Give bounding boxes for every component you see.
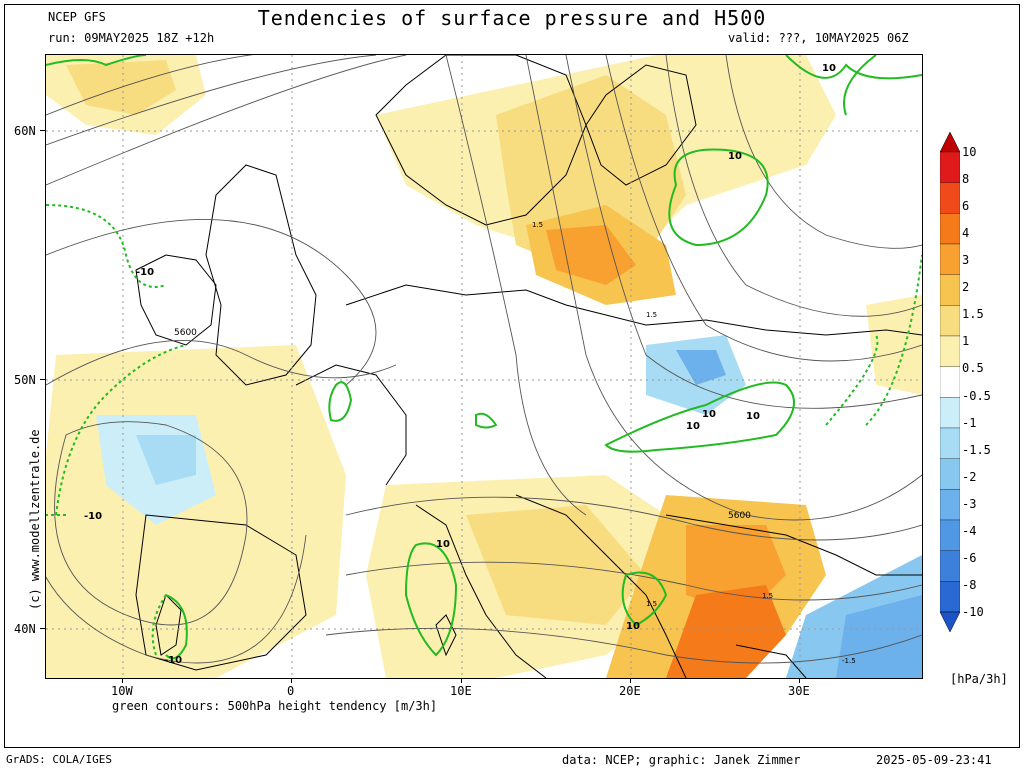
grads-credit: GrADS: COLA/IGES (6, 753, 112, 766)
lon-label: 30E (788, 684, 810, 698)
timestamp: 2025-05-09-23:41 (876, 753, 992, 767)
colorbar-segment (939, 489, 961, 521)
map-svg: 10 10 10 10 10 10 10 -10 -10 -10 5600 56… (46, 55, 922, 678)
colorbar-label: -6 (962, 550, 977, 565)
colorbar-segment (939, 458, 961, 490)
contour-label: -10 (164, 655, 182, 666)
contour-label: 1.5 (532, 221, 543, 229)
colorbar-bottom-arrow (939, 611, 961, 633)
lon-tick (461, 678, 462, 683)
colorbar-top-arrow (939, 131, 961, 153)
lat-tick (40, 379, 45, 380)
run-label: run: 09MAY2025 18Z +12h (48, 31, 215, 45)
lat-tick (40, 130, 45, 131)
watermark: (c) www.modellzentrale.de (28, 429, 42, 610)
colorbar-segment (939, 274, 961, 306)
contour-label: 1.5 (762, 592, 773, 600)
colorbar-label: -1.5 (962, 442, 991, 457)
data-credit: data: NCEP; graphic: Janek Zimmer (562, 753, 801, 767)
colorbar-segment (939, 427, 961, 459)
colorbar-segment (939, 213, 961, 245)
colorbar-label: -4 (962, 523, 977, 538)
graticule (46, 55, 922, 678)
lat-label: 40N (14, 622, 36, 636)
colorbar-label: 3 (962, 253, 970, 268)
colorbar-label: -3 (962, 496, 977, 511)
colorbar-label: -10 (962, 605, 984, 619)
contour-label: 1.5 (646, 311, 657, 319)
contour-label: 10 (822, 63, 836, 74)
lon-label: 10W (111, 684, 133, 698)
lon-tick (122, 678, 123, 683)
colorbar-segment (939, 397, 961, 429)
map-title: Tendencies of surface pressure and H500 (257, 6, 767, 30)
height-contours (46, 55, 922, 664)
contour-label: -10 (84, 511, 102, 522)
colorbar-unit: [hPa/3h] (950, 672, 1008, 686)
colorbar-label: 8 (962, 172, 970, 187)
tendency-shading (46, 55, 922, 678)
colorbar-svg (939, 131, 961, 633)
colorbar-segment (939, 519, 961, 551)
lat-label: 50N (14, 373, 36, 387)
colorbar-label: -2 (962, 469, 977, 484)
colorbar-label: 0.5 (962, 361, 984, 376)
contour-label: 10 (686, 421, 700, 432)
contour-label: 10 (702, 409, 716, 420)
colorbar-label: 1 (962, 334, 970, 349)
colorbar-segment (939, 243, 961, 275)
colorbar-label: -1 (962, 415, 977, 430)
colorbar-label: 6 (962, 199, 970, 214)
contour-label: 10 (728, 151, 742, 162)
contour-label: 10 (746, 411, 760, 422)
colorbar-segment (939, 335, 961, 367)
model-label: NCEP GFS (48, 10, 106, 24)
colorbar-segment (939, 182, 961, 214)
figure-frame (4, 4, 1020, 748)
colorbar-label: -0.5 (962, 388, 991, 403)
lon-label: 0 (287, 684, 295, 698)
contour-note: green contours: 500hPa height tendency [… (112, 699, 438, 713)
colorbar-label: 4 (962, 226, 970, 241)
green-dashed-contours (46, 204, 922, 656)
colorbar-segment (939, 151, 961, 183)
lon-label: 20E (619, 684, 641, 698)
green-contours (46, 55, 922, 660)
colorbar-label: 10 (962, 145, 977, 159)
contour-label: -1.5 (842, 657, 856, 665)
contour-label-group: 10 10 10 10 10 10 10 -10 -10 -10 5600 56… (84, 63, 856, 666)
lat-label: 60N (14, 124, 36, 138)
colorbar-segment (939, 305, 961, 337)
contour-label: 10 (626, 621, 640, 632)
lon-tick (291, 678, 292, 683)
contour-label: 10 (436, 539, 450, 550)
lon-tick (630, 678, 631, 683)
lon-label: 10E (450, 684, 472, 698)
colorbar-segment (939, 366, 961, 398)
colorbar (939, 131, 961, 633)
colorbar-label: 1.5 (962, 307, 984, 322)
contour-label: 5600 (174, 328, 197, 338)
lat-tick (40, 628, 45, 629)
colorbar-segment (939, 550, 961, 582)
colorbar-label: 2 (962, 280, 970, 295)
lon-tick (799, 678, 800, 683)
contour-label: -10 (136, 267, 154, 278)
contour-label: 1.5 (646, 600, 657, 608)
colorbar-segment (939, 581, 961, 613)
map-panel: 10 10 10 10 10 10 10 -10 -10 -10 5600 56… (45, 54, 923, 679)
colorbar-label: -8 (962, 577, 977, 592)
valid-label: valid: ???, 10MAY2025 06Z (728, 31, 909, 45)
contour-label: 5600 (728, 511, 751, 521)
